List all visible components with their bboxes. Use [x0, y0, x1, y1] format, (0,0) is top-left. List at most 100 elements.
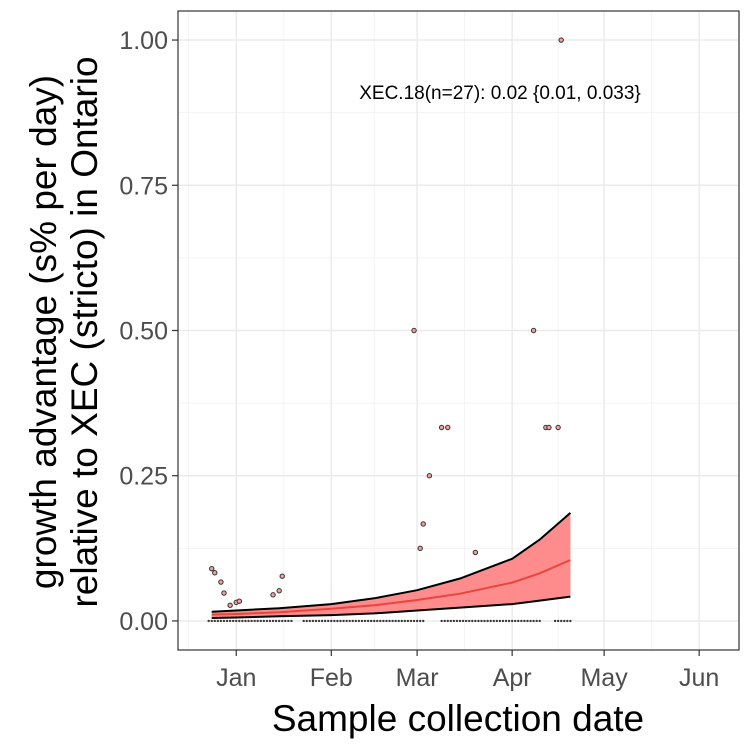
- zero-observations: [207, 619, 572, 623]
- zero-point: [366, 619, 370, 623]
- zero-point: [271, 619, 275, 623]
- zero-point: [235, 619, 238, 623]
- zero-point: [538, 619, 541, 623]
- x-tick-label: Jan: [216, 664, 256, 692]
- zero-point: [376, 619, 379, 623]
- zero-point: [339, 619, 342, 623]
- zero-point: [274, 619, 278, 623]
- zero-point: [231, 619, 235, 623]
- zero-point: [268, 619, 272, 623]
- zero-point: [213, 619, 216, 623]
- zero-point: [422, 619, 425, 623]
- zero-point: [498, 619, 502, 623]
- zero-point: [397, 619, 400, 623]
- zero-point: [443, 619, 446, 623]
- zero-point: [480, 619, 483, 623]
- zero-point: [259, 619, 262, 623]
- data-point: [417, 545, 423, 552]
- zero-point: [532, 619, 535, 623]
- zero-point: [351, 619, 354, 623]
- zero-point: [317, 619, 321, 623]
- zero-point: [336, 619, 339, 623]
- zero-point: [302, 619, 305, 623]
- zero-point: [369, 619, 373, 623]
- observed-points: [209, 37, 564, 608]
- zero-point: [388, 619, 391, 623]
- zero-point: [526, 619, 529, 623]
- zero-point: [501, 619, 505, 623]
- data-point: [236, 598, 243, 604]
- x-axis-title: Sample collection date: [272, 698, 644, 739]
- zero-point: [468, 619, 471, 623]
- data-point: [279, 573, 285, 579]
- zero-point: [360, 619, 364, 623]
- confidence-lower-line: [211, 595, 571, 619]
- zero-point: [504, 619, 508, 623]
- zero-point: [379, 619, 382, 623]
- zero-point: [354, 619, 358, 623]
- data-point: [276, 588, 282, 594]
- zero-point: [311, 619, 315, 623]
- x-tick-label: Feb: [310, 664, 353, 692]
- zero-point: [244, 619, 247, 623]
- zero-point: [265, 619, 269, 623]
- zero-point: [449, 619, 453, 623]
- zero-point: [553, 619, 557, 623]
- data-point: [218, 579, 224, 585]
- zero-point: [452, 619, 456, 623]
- zero-point: [492, 619, 495, 623]
- zero-point: [348, 619, 351, 623]
- zero-point: [455, 619, 459, 623]
- zero-point: [228, 619, 232, 623]
- data-point: [555, 424, 561, 431]
- data-point: [209, 565, 215, 572]
- data-point: [546, 424, 552, 431]
- zero-point: [363, 619, 367, 623]
- x-axis-ticks: Jan Feb Mar Apr May Jun: [216, 650, 719, 692]
- zero-point: [415, 619, 419, 623]
- zero-point: [342, 619, 345, 623]
- y-axis-title-line2: relative to XEC (stricto) in Ontario: [64, 56, 105, 607]
- confidence-upper-line: [211, 512, 572, 613]
- zero-point: [314, 619, 318, 623]
- data-point: [472, 549, 479, 556]
- zero-point: [281, 619, 284, 623]
- data-point: [438, 424, 445, 431]
- zero-point: [464, 619, 468, 623]
- x-tick-label: Jun: [679, 664, 719, 692]
- zero-point: [357, 619, 361, 623]
- data-point: [420, 521, 426, 527]
- zero-point: [489, 619, 492, 623]
- zero-point: [406, 619, 410, 623]
- growth-annotation: XEC.18(n=27): 0.02 {0.01, 0.033}: [359, 83, 641, 104]
- zero-point: [320, 619, 324, 623]
- data-point: [212, 570, 218, 576]
- x-tick-label: Mar: [396, 664, 439, 692]
- zero-point: [253, 619, 256, 623]
- zero-point: [284, 619, 287, 623]
- zero-point: [262, 619, 266, 623]
- zero-point: [382, 619, 385, 623]
- zero-point: [520, 619, 523, 623]
- y-axis-title-line1: growth advantage (s% per day): [23, 75, 64, 589]
- data-point: [411, 327, 417, 334]
- zero-point: [471, 619, 474, 623]
- zero-point: [385, 619, 388, 623]
- zero-point: [308, 619, 312, 623]
- zero-point: [440, 619, 443, 623]
- zero-point: [563, 619, 566, 623]
- zero-point: [372, 619, 376, 623]
- zero-point: [569, 619, 572, 623]
- zero-point: [250, 619, 253, 623]
- data-point: [445, 424, 451, 431]
- zero-point: [461, 619, 465, 623]
- zero-point: [238, 619, 241, 623]
- zero-point: [391, 619, 394, 623]
- zero-point: [535, 619, 538, 623]
- zero-point: [345, 619, 348, 623]
- major-gridlines: [178, 11, 739, 650]
- data-point: [270, 592, 276, 598]
- zero-point: [277, 619, 281, 623]
- zero-point: [330, 619, 333, 623]
